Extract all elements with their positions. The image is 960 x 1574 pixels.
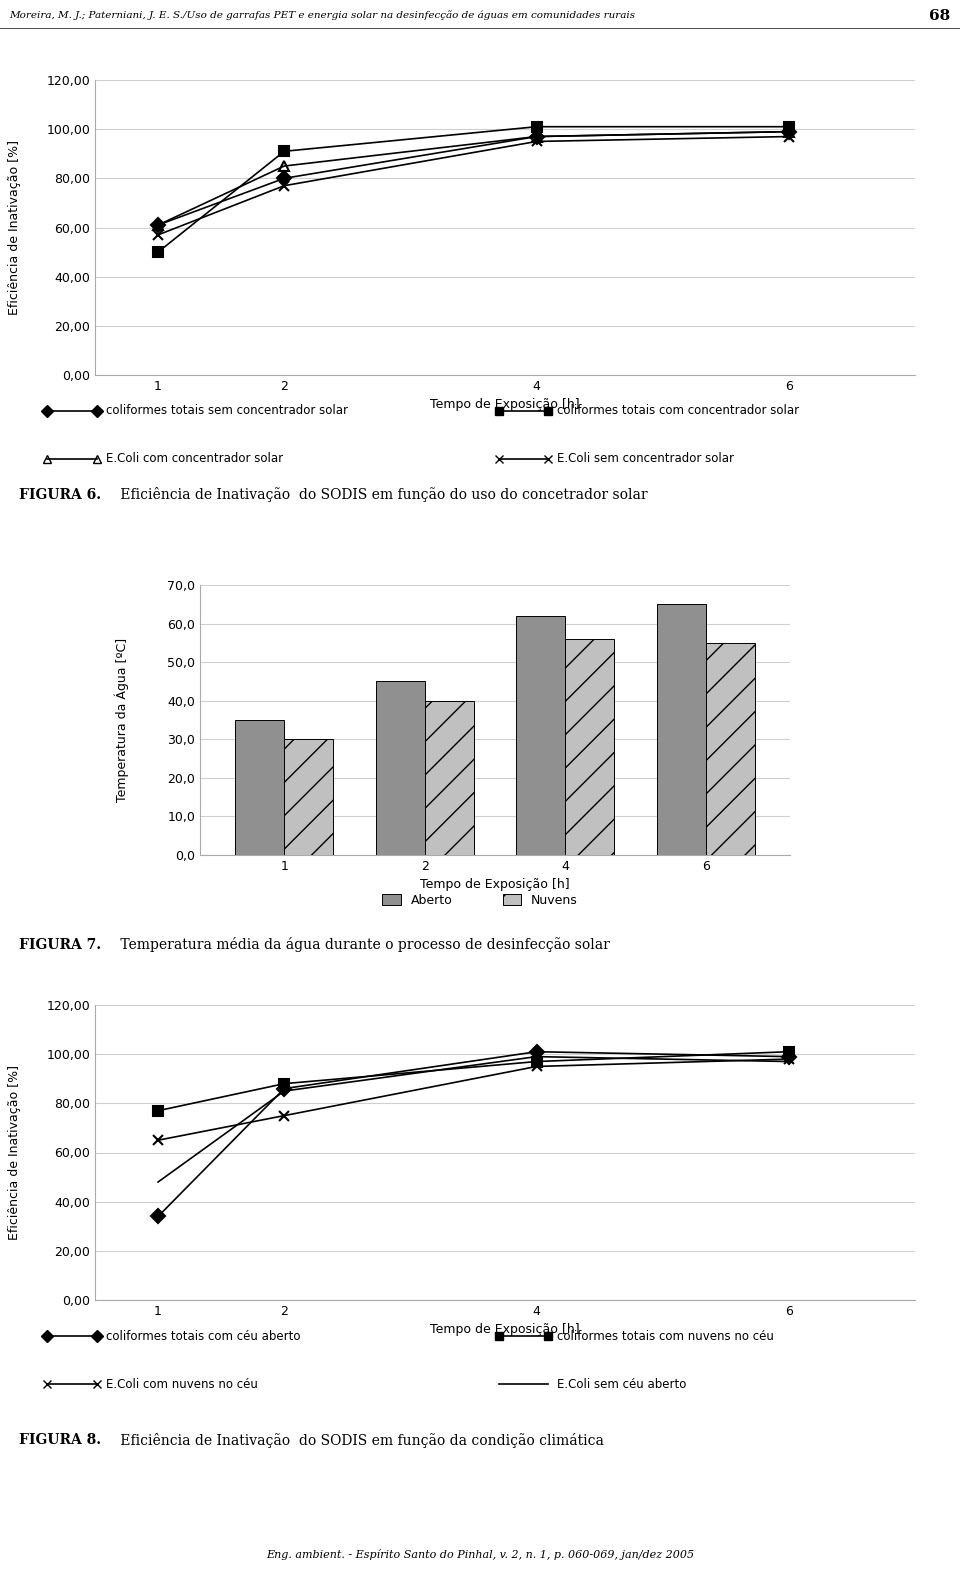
- Bar: [284, 740, 333, 855]
- Text: FIGURA 7.: FIGURA 7.: [19, 938, 102, 952]
- Text: coliformes totais sem concentrador solar: coliformes totais sem concentrador solar: [106, 405, 348, 417]
- Text: FIGURA 6.: FIGURA 6.: [19, 488, 102, 502]
- Text: coliformes totais com concentrador solar: coliformes totais com concentrador solar: [557, 405, 800, 417]
- Bar: [424, 700, 474, 855]
- Text: Eficiência de Inativação  do SODIS em função do uso do concetrador solar: Eficiência de Inativação do SODIS em fun…: [116, 488, 648, 502]
- X-axis label: Tempo de Exposição [h]: Tempo de Exposição [h]: [430, 1324, 580, 1336]
- Text: coliformes totais com céu aberto: coliformes totais com céu aberto: [106, 1330, 300, 1343]
- Bar: [657, 604, 706, 855]
- Bar: [565, 639, 614, 855]
- X-axis label: Tempo de Exposição [h]: Tempo de Exposição [h]: [430, 398, 580, 411]
- Text: E.Coli com concentrador solar: E.Coli com concentrador solar: [106, 452, 283, 466]
- Text: Moreira, M. J.; Paterniani, J. E. S./Uso de garrafas PET e energia solar na desi: Moreira, M. J.; Paterniani, J. E. S./Uso…: [10, 11, 636, 20]
- X-axis label: Tempo de Exposição [h]: Tempo de Exposição [h]: [420, 878, 570, 891]
- Text: 68: 68: [929, 8, 950, 22]
- Text: E.Coli sem concentrador solar: E.Coli sem concentrador solar: [557, 452, 734, 466]
- Bar: [706, 642, 755, 855]
- Y-axis label: Temperatura da Água [ºC]: Temperatura da Água [ºC]: [114, 637, 130, 803]
- Y-axis label: Eficiência de Inativação [%]: Eficiência de Inativação [%]: [9, 1066, 21, 1240]
- Bar: [516, 615, 565, 855]
- Text: FIGURA 8.: FIGURA 8.: [19, 1432, 102, 1447]
- Text: E.Coli sem céu aberto: E.Coli sem céu aberto: [557, 1377, 686, 1390]
- Text: Temperatura média da água durante o processo de desinfecção solar: Temperatura média da água durante o proc…: [116, 938, 610, 952]
- Legend: Aberto, Nuvens: Aberto, Nuvens: [382, 894, 578, 907]
- Bar: [375, 682, 424, 855]
- Text: E.Coli com nuvens no céu: E.Coli com nuvens no céu: [106, 1377, 258, 1390]
- Text: Eficiência de Inativação  do SODIS em função da condição climática: Eficiência de Inativação do SODIS em fun…: [116, 1432, 604, 1448]
- Bar: [235, 719, 284, 855]
- Text: Eng. ambient. - Espírito Santo do Pinhal, v. 2, n. 1, p. 060-069, jan/dez 2005: Eng. ambient. - Espírito Santo do Pinhal…: [266, 1549, 694, 1560]
- Text: coliformes totais com nuvens no céu: coliformes totais com nuvens no céu: [557, 1330, 774, 1343]
- Y-axis label: Eficiência de Inativação [%]: Eficiência de Inativação [%]: [9, 140, 21, 315]
